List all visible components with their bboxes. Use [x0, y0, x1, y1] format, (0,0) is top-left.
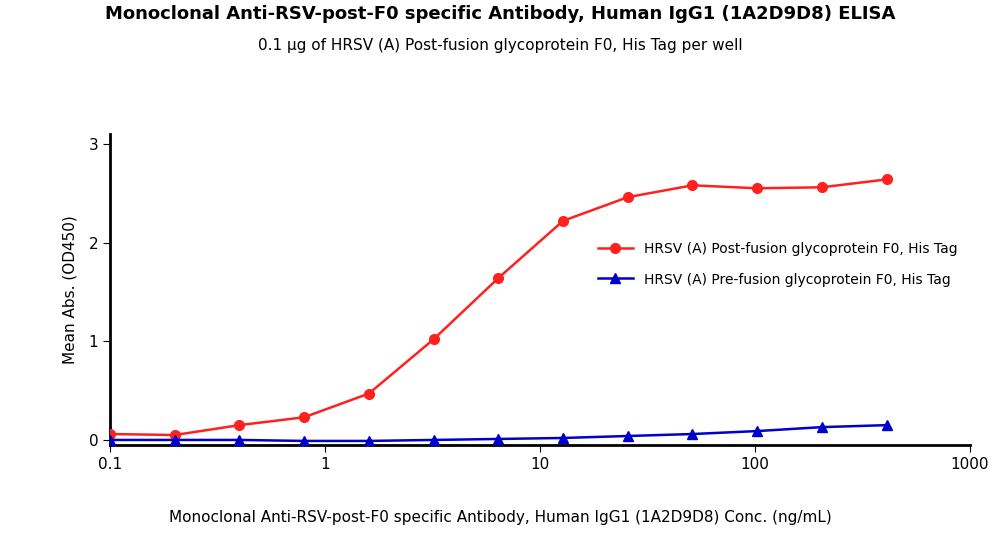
Text: Monoclonal Anti-RSV-post-F0 specific Antibody, Human IgG1 (1A2D9D8) Conc. (ng/mL: Monoclonal Anti-RSV-post-F0 specific Ant…	[169, 510, 831, 525]
Legend: HRSV (A) Post-fusion glycoprotein F0, His Tag, HRSV (A) Pre-fusion glycoprotein : HRSV (A) Post-fusion glycoprotein F0, Hi…	[592, 237, 963, 293]
Text: Monoclonal Anti-RSV-post-F0 specific Antibody, Human IgG1 (1A2D9D8) ELISA: Monoclonal Anti-RSV-post-F0 specific Ant…	[105, 5, 895, 24]
Text: 0.1 μg of HRSV (A) Post-fusion glycoprotein F0, His Tag per well: 0.1 μg of HRSV (A) Post-fusion glycoprot…	[258, 38, 742, 53]
Y-axis label: Mean Abs. (OD450): Mean Abs. (OD450)	[62, 215, 77, 364]
